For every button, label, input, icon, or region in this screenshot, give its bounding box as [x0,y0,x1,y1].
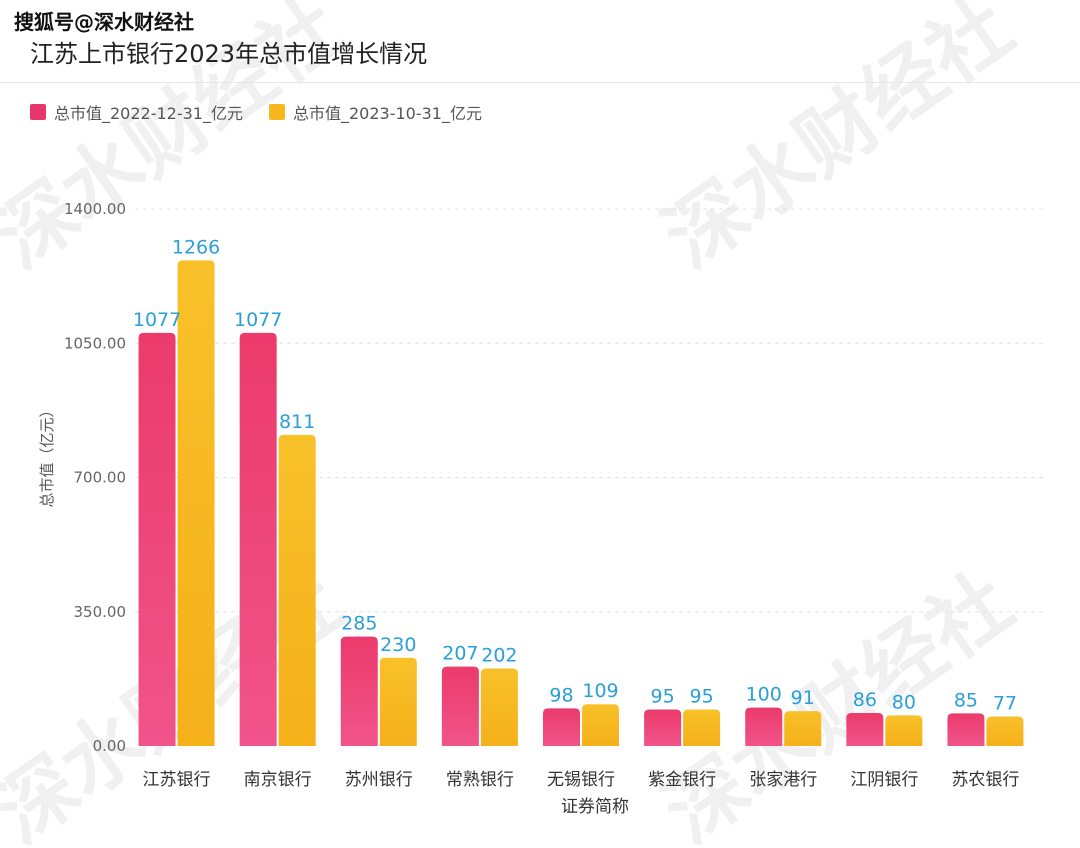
bar-2022-8[interactable] [947,713,985,746]
legend: 总市值_2022-12-31_亿元 总市值_2023-10-31_亿元 [30,100,482,124]
category-label: 南京银行 [244,770,312,790]
value-label-2022-7: 86 [853,689,877,711]
legend-swatch-2023 [269,104,285,120]
y-tick-label: 0.00 [93,737,126,755]
y-tick-label: 350.00 [74,603,127,621]
value-label-2022-4: 98 [549,684,573,706]
bar-2022-0[interactable] [138,332,176,746]
category-label: 无锡银行 [547,770,615,790]
value-label-2023-0: 1266 [172,236,220,258]
value-label-2022-3: 207 [442,643,478,665]
value-label-2022-1: 1077 [234,309,282,331]
bar-2023-7[interactable] [885,715,923,746]
y-tick-label: 1400.00 [64,200,126,218]
bar-2022-7[interactable] [846,713,884,746]
background-watermark-text: 深水财经社 [648,0,1029,286]
bar-2023-1[interactable] [278,434,316,746]
y-axis-ticks: 0.00 350.00 700.00 1050.00 1400.00 [64,200,126,755]
bar-2023-0[interactable] [177,260,215,746]
category-label: 江苏银行 [143,770,211,790]
category-label: 江阴银行 [850,770,918,790]
value-label-2023-8: 77 [993,692,1017,714]
bar-2022-6[interactable] [745,707,783,746]
value-label-2022-2: 285 [341,613,377,635]
bar-2023-6[interactable] [784,711,822,746]
legend-label-2022: 总市值_2022-12-31_亿元 [54,104,243,123]
value-label-2022-5: 95 [651,686,675,708]
y-tick-label: 1050.00 [64,334,126,352]
legend-item-2022[interactable]: 总市值_2022-12-31_亿元 [30,100,243,124]
bar-2022-4[interactable] [543,708,580,746]
value-label-2023-3: 202 [481,645,517,667]
value-label-2022-0: 1077 [133,309,181,331]
source-watermark: 搜狐号@深水财经社 [14,10,194,34]
bar-2023-5[interactable] [683,709,721,746]
category-labels: 江苏银行 南京银行 苏州银行 常熟银行 无锡银行 紫金银行 张家港行 江阴银行 苏农银行 [143,769,1020,790]
category-label: 苏州银行 [345,770,413,790]
category-label: 常熟银行 [446,769,514,790]
bar-2023-2[interactable] [379,657,417,746]
category-label: 苏农银行 [951,770,1019,790]
legend-label-2023: 总市值_2023-10-31_亿元 [293,104,482,123]
value-label-2023-2: 230 [380,634,416,656]
value-label-2023-7: 80 [892,691,916,713]
category-label: 张家港行 [749,770,817,790]
category-label: 紫金银行 [648,770,716,790]
x-axis-title: 证券简称 [561,797,629,817]
bar-2022-5[interactable] [644,709,682,746]
bars [138,260,1024,746]
y-axis-title: 总市值（亿元） [38,402,56,507]
bar-2023-3[interactable] [480,668,518,746]
legend-item-2023[interactable]: 总市值_2023-10-31_亿元 [269,100,482,124]
bar-2023-8[interactable] [986,716,1024,746]
value-label-2023-6: 91 [791,687,815,709]
bar-2022-3[interactable] [441,666,479,746]
value-label-2023-5: 95 [690,686,714,708]
bar-2022-1[interactable] [239,332,277,746]
value-label-2022-8: 85 [954,689,978,711]
chart-title: 江苏上市银行2023年总市值增长情况 [30,40,428,68]
legend-swatch-2022 [30,104,46,120]
y-tick-label: 700.00 [74,469,127,487]
value-label-2023-4: 109 [582,680,618,702]
value-label-2022-6: 100 [746,684,782,706]
bar-2023-4[interactable] [582,704,619,746]
title-divider [0,82,1080,83]
value-label-2023-1: 811 [279,411,315,433]
bar-2022-2[interactable] [340,636,378,746]
